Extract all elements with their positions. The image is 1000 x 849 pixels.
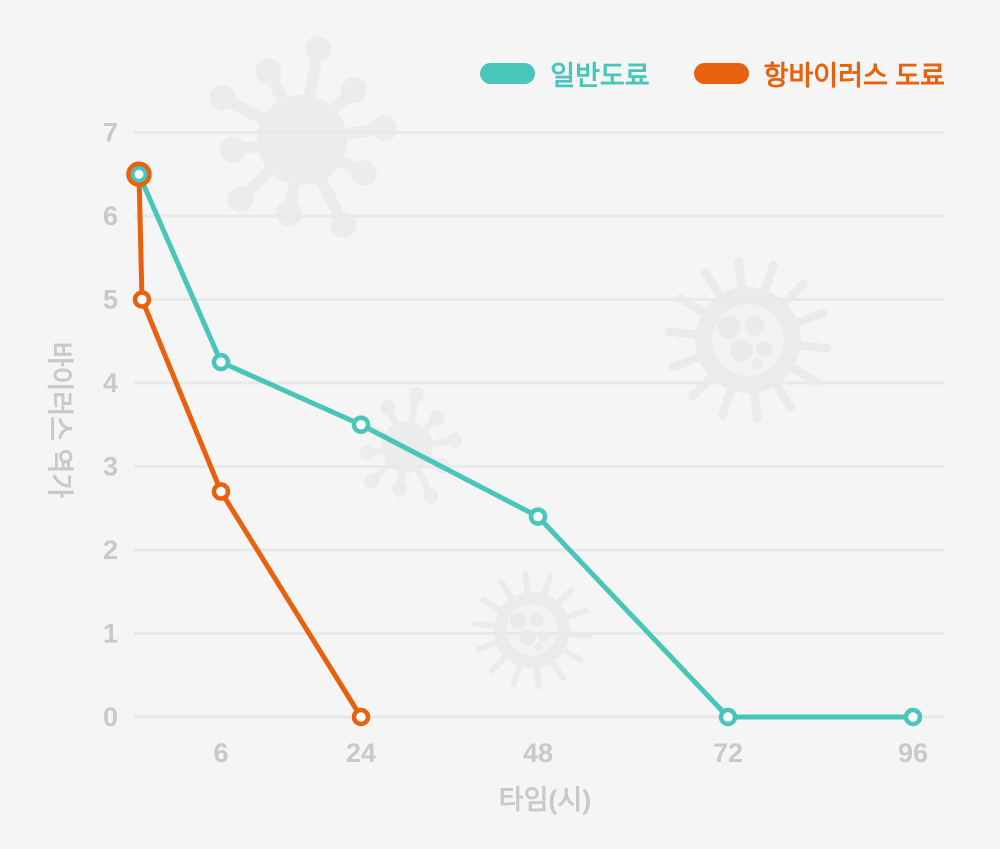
virus-spike	[784, 360, 820, 387]
virus-solid-icon	[353, 386, 463, 504]
y-tick-label: 1	[103, 619, 118, 649]
virus-ring-icon	[472, 570, 592, 690]
virus-inner	[711, 303, 785, 377]
virus-spike-knob	[423, 488, 439, 504]
y-axis-title: 바이러스 역가	[44, 341, 75, 499]
virus-spike	[687, 369, 719, 401]
series-line-1	[136, 171, 364, 720]
y-tick-label: 3	[103, 452, 118, 482]
virus-spike-knob	[219, 136, 246, 163]
virus-spike-knob	[447, 432, 463, 448]
virus-spike	[488, 651, 512, 674]
virus-dot	[717, 315, 741, 339]
virus-spike	[558, 644, 584, 664]
virus-body	[257, 95, 347, 185]
virus-spike	[769, 375, 796, 412]
y-tick-label: 0	[103, 702, 118, 732]
series-line-0	[136, 171, 916, 720]
y-tick-label: 5	[103, 285, 118, 315]
virus-dot	[730, 339, 753, 362]
x-axis-layer: 6 24 48 72 96	[213, 738, 928, 768]
virus-spike-knob	[209, 84, 236, 111]
virus-spike	[510, 659, 524, 687]
y-tick-label: 4	[103, 368, 118, 398]
y-tick-label: 6	[103, 201, 118, 231]
virus-dot	[751, 358, 763, 370]
virus-spike-knob	[380, 399, 396, 415]
virus-spike-knob	[255, 58, 282, 85]
virus-dot	[755, 341, 772, 357]
data-point-marker	[351, 707, 371, 727]
data-point-marker	[351, 415, 371, 434]
virus-spike-knob	[429, 410, 445, 426]
combined-start-marker-ring	[126, 161, 152, 187]
y-tick-label: 2	[103, 535, 118, 565]
legend-item-antivirus-paint: 항바이러스 도료	[693, 54, 945, 93]
watermark-layer	[209, 36, 832, 690]
legend: 일반도료 항바이러스 도료	[480, 54, 945, 93]
virus-spike	[664, 327, 705, 340]
legend-swatch-general-paint	[480, 63, 536, 84]
virus-spike-knob	[392, 481, 408, 497]
data-point-marker	[903, 707, 923, 727]
virus-spike	[480, 596, 506, 616]
virus-spike-knob	[350, 159, 377, 186]
virus-spike-knob	[227, 186, 254, 213]
virus-spike-knob	[359, 445, 375, 461]
x-axis-title: 타임(시)	[498, 785, 592, 815]
series-lines	[136, 171, 916, 720]
x-tick-label: 96	[898, 738, 928, 768]
x-tick-label: 48	[523, 738, 553, 768]
virus-spike-knob	[371, 115, 398, 142]
data-point-marker	[528, 507, 548, 526]
virus-spike-knob	[330, 211, 357, 238]
virus-spike	[522, 570, 531, 600]
virus-dot	[509, 612, 527, 630]
x-tick-label: 24	[346, 738, 376, 768]
virus-inner	[506, 604, 558, 656]
legend-item-general-paint: 일반도료	[480, 54, 650, 93]
legend-label-general-paint: 일반도료	[550, 61, 650, 91]
data-point-marker	[211, 352, 231, 372]
virus-spike	[791, 340, 832, 353]
virus-spike-knob	[408, 386, 424, 403]
virus-spike	[540, 573, 554, 601]
virus-spike	[552, 586, 576, 609]
data-point-marker	[132, 290, 152, 309]
virus-dot	[529, 612, 544, 627]
virus-dot	[534, 643, 543, 651]
x-tick-label: 72	[713, 738, 743, 768]
series-markers	[126, 161, 923, 727]
virus-spike	[700, 268, 727, 305]
virus-solid-icon	[209, 36, 398, 238]
virus-ring-icon	[664, 256, 832, 424]
virus-spike-knob	[276, 200, 303, 227]
virus-dot	[744, 315, 765, 336]
virus-spike	[777, 279, 809, 311]
virus-spike	[533, 660, 542, 690]
virus-spike	[759, 260, 778, 300]
y-tick-label: 7	[103, 118, 118, 148]
legend-swatch-antivirus-paint	[693, 63, 749, 84]
virus-spike-knob	[340, 76, 367, 104]
data-point-marker	[130, 165, 148, 183]
x-tick-label: 6	[213, 738, 228, 768]
legend-label-antivirus-paint: 항바이러스 도료	[763, 61, 945, 91]
virus-spike-knob	[363, 473, 380, 489]
virus-spike	[561, 607, 589, 622]
virus-spike-knob	[304, 36, 332, 63]
data-point-marker	[211, 482, 231, 501]
data-point-marker	[718, 707, 738, 727]
